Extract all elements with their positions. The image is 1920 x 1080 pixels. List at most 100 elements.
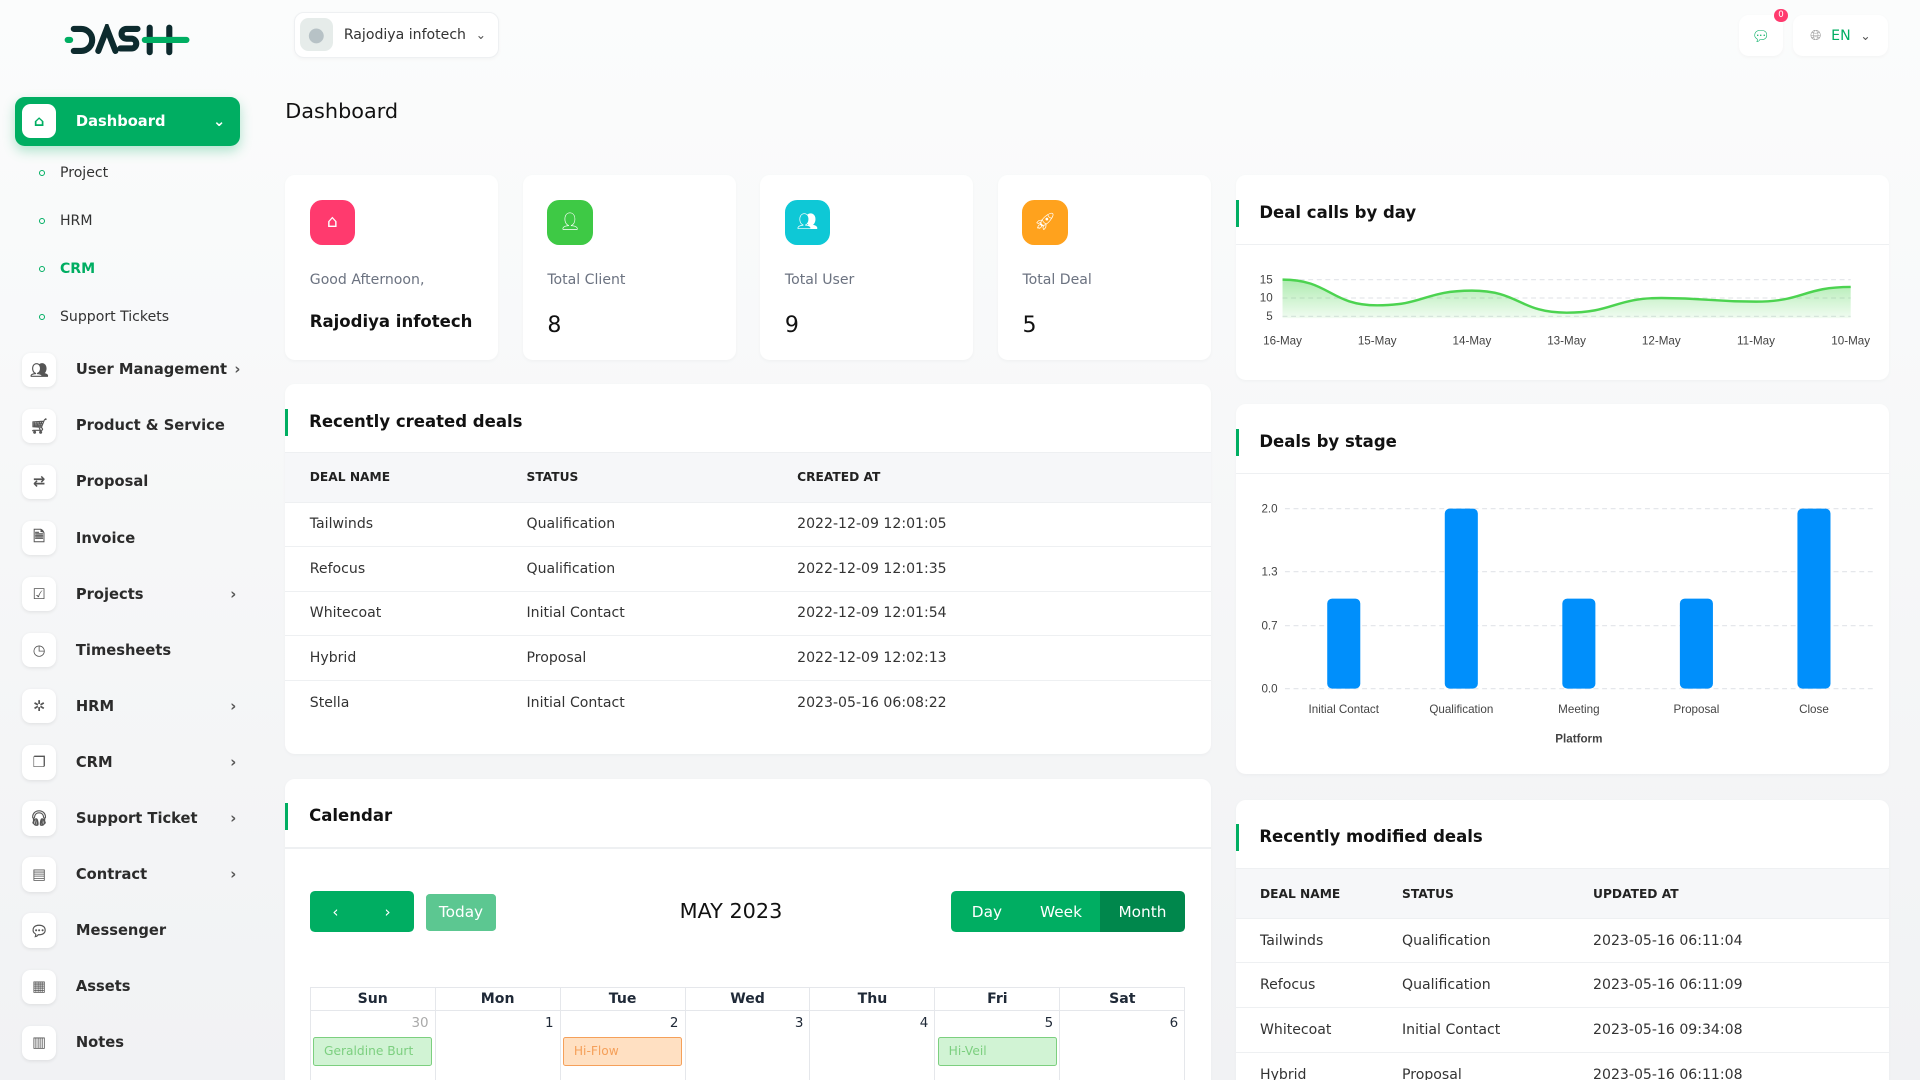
deals-by-stage-chart: 0.0 0.7 1.3 2.0 Initial Contact Qualification… bbox=[1261, 502, 1873, 745]
calendar-day[interactable]: 3 bbox=[686, 1011, 811, 1080]
deal-name: Hybrid bbox=[1235, 1051, 1403, 1080]
bar[interactable] bbox=[1679, 598, 1713, 689]
sidebar-item-product-service[interactable]: 🛒︎ Product & Service bbox=[22, 408, 236, 445]
calendar-day[interactable]: 6 bbox=[1060, 1011, 1186, 1080]
sidebar-item-crm[interactable]: ❐ CRM › bbox=[22, 744, 236, 781]
chat-icon: 💬︎ bbox=[1751, 27, 1771, 45]
x-tick-label: 16-May bbox=[1263, 334, 1302, 347]
page-title: Dashboard bbox=[285, 99, 399, 124]
view-week-button[interactable]: Week bbox=[1022, 891, 1100, 932]
bar[interactable] bbox=[1561, 598, 1595, 689]
sidebar-subitem-crm[interactable]: CRM bbox=[39, 261, 95, 277]
sidebar-item-user-management[interactable]: 👥︎ User Management › bbox=[22, 351, 240, 388]
weekday-header: Fri bbox=[935, 986, 1061, 1012]
view-day-button[interactable]: Day bbox=[951, 891, 1023, 932]
sidebar-item-contract[interactable]: ▤ Contract › bbox=[22, 856, 236, 893]
next-month-button[interactable]: › bbox=[361, 891, 414, 932]
table-row[interactable]: Refocus Qualification 2023-05-16 06:11:09 bbox=[1235, 962, 1890, 1008]
bar[interactable] bbox=[1326, 598, 1360, 689]
bullet-icon bbox=[39, 170, 46, 177]
prev-month-button[interactable]: ‹ bbox=[309, 891, 362, 932]
company-name: Rajodiya infotech bbox=[343, 26, 466, 43]
weekday-header: Tue bbox=[560, 986, 686, 1012]
x-tick-label: 15-May bbox=[1357, 334, 1396, 347]
chevron-down-icon: ⌄ bbox=[475, 27, 487, 42]
avatar: ● bbox=[299, 18, 333, 52]
messages-button[interactable]: 💬︎ 0 bbox=[1738, 8, 1788, 57]
table-row[interactable]: Tailwinds Qualification 2023-05-16 06:11:0… bbox=[1235, 917, 1890, 963]
sidebar-item-hrm[interactable]: ✲ HRM › bbox=[22, 688, 236, 725]
table-row[interactable]: Hybrid Proposal 2022-12-09 12:02:13 bbox=[285, 635, 1211, 681]
rocket-icon: 🚀︎ bbox=[1022, 199, 1068, 245]
chevron-right-icon: › bbox=[230, 753, 237, 771]
day-number: 4 bbox=[919, 1016, 929, 1032]
calendar-day[interactable]: 4 bbox=[810, 1011, 936, 1080]
table-row[interactable]: Whitecoat Initial Contact 2022-12-09 12:01… bbox=[285, 590, 1211, 636]
calendar-event[interactable]: Hi-Veil bbox=[937, 1037, 1057, 1067]
sidebar-item-projects[interactable]: ☑ Projects › bbox=[22, 576, 236, 613]
day-number: 2 bbox=[669, 1016, 679, 1032]
day-number: 6 bbox=[1169, 1016, 1179, 1032]
bullet-icon bbox=[39, 265, 46, 272]
table-row[interactable]: Stella Initial Contact 2023-05-16 06:08:22 bbox=[285, 679, 1211, 725]
x-tick-label: 14-May bbox=[1452, 334, 1491, 347]
table-row[interactable]: Whitecoat Initial Contact 2023-05-16 09:34… bbox=[1235, 1006, 1890, 1053]
weekday-header: Thu bbox=[810, 986, 936, 1012]
sidebar-item-label: Notes bbox=[75, 1034, 124, 1052]
deal-calls-chart: 5 10 15 16-May 15-May 14-May 13-May 12-May 11-Ma… bbox=[1259, 273, 1869, 347]
y-tick-label: 2.0 bbox=[1261, 502, 1278, 515]
chevron-down-icon: ⌄ bbox=[1860, 28, 1871, 43]
language-label: EN bbox=[1831, 27, 1851, 44]
sidebar-item-label: Contract bbox=[75, 866, 148, 884]
deal-name: Stella bbox=[285, 679, 527, 725]
sidebar-item-messenger[interactable]: 💬︎ Messenger bbox=[22, 912, 236, 949]
chevron-right-icon: › bbox=[230, 866, 237, 884]
headset-icon: 🎧︎ bbox=[22, 801, 57, 836]
stat-card: 👥︎ Total User 9 bbox=[760, 175, 974, 360]
sidebar-subitem-project[interactable]: Project bbox=[39, 165, 108, 181]
sidebar-item-timesheets[interactable]: ◷ Timesheets bbox=[22, 632, 236, 669]
deal-date: 2023-05-16 09:34:08 bbox=[1593, 1006, 1890, 1053]
user-icon: 👤︎ bbox=[547, 199, 593, 245]
table-row[interactable]: Tailwinds Qualification 2022-12-09 12:01:0… bbox=[285, 501, 1211, 547]
view-month-button[interactable]: Month bbox=[1099, 891, 1186, 932]
logo[interactable] bbox=[64, 20, 191, 61]
users-icon: 👥︎ bbox=[22, 352, 57, 387]
sidebar-item-label: Product & Service bbox=[75, 417, 225, 435]
sidebar-item-label: Dashboard bbox=[75, 112, 166, 130]
sidebar-item-assets[interactable]: ▦ Assets bbox=[22, 968, 236, 1005]
calendar-day[interactable]: 30 Geraldine Burt bbox=[311, 1011, 436, 1080]
x-tick-label: 11-May bbox=[1737, 334, 1775, 347]
bar[interactable] bbox=[1444, 508, 1478, 689]
day-number: 1 bbox=[544, 1016, 554, 1032]
today-button[interactable]: Today bbox=[426, 893, 496, 931]
sidebar-item-proposal[interactable]: ⇄ Proposal bbox=[22, 464, 236, 501]
x-tick-label: Meeting bbox=[1558, 703, 1599, 716]
company-switcher[interactable]: ● Rajodiya infotech ⌄ bbox=[293, 12, 500, 58]
stat-label: Good Afternoon, bbox=[309, 271, 425, 288]
calendar-day[interactable]: 2 Hi-Flow bbox=[561, 1011, 686, 1080]
table-row[interactable]: Refocus Qualification 2022-12-09 12:01:35 bbox=[285, 546, 1211, 592]
sidebar-item-support-ticket[interactable]: 🎧︎ Support Ticket › bbox=[22, 800, 236, 837]
sidebar-item-invoice[interactable]: 🗎 Invoice bbox=[22, 520, 236, 557]
stat-card: 🚀︎ Total Deal 5 bbox=[997, 175, 1211, 360]
bar[interactable] bbox=[1796, 508, 1830, 689]
sidebar-item-dashboard[interactable]: ⌂ Dashboard ⌄ bbox=[14, 96, 240, 146]
sidebar-item-notes[interactable]: ▥ Notes bbox=[22, 1024, 236, 1061]
language-select[interactable]: 🌐︎ EN ⌄ bbox=[1792, 14, 1889, 57]
deal-date: 2022-12-09 12:01:54 bbox=[797, 590, 1211, 636]
calendar-day[interactable]: 5 Hi-Veil bbox=[935, 1011, 1061, 1080]
sidebar-subitem-support-tickets[interactable]: Support Tickets bbox=[39, 309, 169, 325]
stat-value: 9 bbox=[784, 313, 799, 339]
calendar-event[interactable]: Hi-Flow bbox=[563, 1037, 683, 1067]
sidebar-subitem-hrm[interactable]: HRM bbox=[39, 213, 92, 229]
chevron-down-icon: ⌄ bbox=[212, 112, 226, 130]
table-row[interactable]: Hybrid Proposal 2023-05-16 06:11:08 bbox=[1235, 1051, 1890, 1080]
x-axis-label: Platform bbox=[1555, 732, 1602, 745]
day-number: 30 bbox=[411, 1016, 429, 1032]
calendar-event[interactable]: Geraldine Burt bbox=[313, 1037, 433, 1067]
calendar-day[interactable]: 1 bbox=[436, 1011, 561, 1080]
deal-status: Initial Contact bbox=[1402, 1006, 1594, 1053]
deal-name: Refocus bbox=[285, 546, 527, 592]
checkbox-icon: ☑ bbox=[22, 576, 57, 612]
